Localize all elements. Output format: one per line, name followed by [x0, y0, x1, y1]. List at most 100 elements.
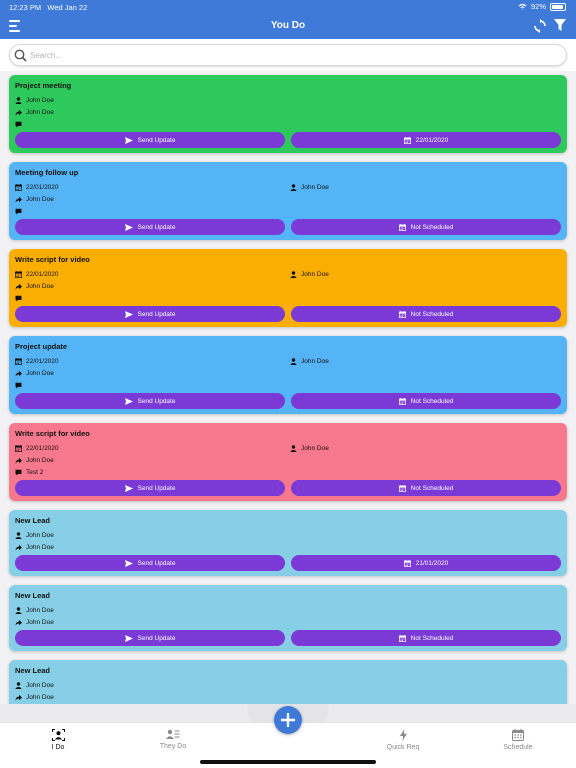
send-update-button[interactable]: Send Update: [15, 219, 285, 235]
calendar-icon: [403, 559, 411, 567]
task-forwarded-to: John Doe: [26, 369, 54, 377]
task-card[interactable]: Write script for video 22/01/2020 John Doe…: [9, 423, 567, 501]
calendar-icon: [398, 634, 406, 642]
task-card[interactable]: New Lead John Doe John Doe Send Update Not S…: [9, 585, 567, 651]
forward-icon: [15, 457, 22, 463]
send-update-label: Send Update: [137, 136, 176, 144]
send-update-button[interactable]: Send Update: [15, 630, 285, 646]
task-card[interactable]: Write script for video 22/01/2020 John Doe…: [9, 249, 567, 327]
forwarded-row: John Doe: [15, 106, 561, 118]
person-icon: [15, 96, 22, 104]
schedule-button[interactable]: 22/01/2020: [291, 132, 561, 148]
calendar-icon: [15, 444, 22, 452]
tab-label: I Do: [51, 744, 65, 751]
task-card[interactable]: Meeting follow up 22/01/2020 John Doe John …: [9, 162, 567, 240]
menu-icon[interactable]: [9, 20, 20, 32]
task-title: Write script for video: [15, 255, 90, 264]
schedule-button[interactable]: Not Scheduled: [291, 219, 561, 235]
date-row: 22/01/2020 John Doe: [15, 181, 561, 193]
schedule-button[interactable]: Not Scheduled: [291, 630, 561, 646]
page-title: You Do: [270, 20, 306, 31]
calendar-icon: [15, 183, 22, 191]
person-icon: [290, 444, 297, 452]
schedule-button[interactable]: Not Scheduled: [291, 480, 561, 496]
task-card[interactable]: New Lead John Doe John Doe: [9, 660, 567, 704]
schedule-button[interactable]: 21/01/2020: [291, 555, 561, 571]
send-update-button[interactable]: Send Update: [15, 393, 285, 409]
forwarded-row: John Doe: [15, 541, 561, 553]
task-assignee: John Doe: [26, 531, 54, 539]
task-forwarded-to: John Doe: [26, 195, 54, 203]
send-update-label: Send Update: [137, 634, 176, 642]
comment-row: Test 2: [15, 466, 561, 478]
date-row: 22/01/2020 John Doe: [15, 442, 561, 454]
send-update-button[interactable]: Send Update: [15, 480, 285, 496]
calendar-icon: [398, 484, 406, 492]
task-forwarded-to: John Doe: [26, 282, 54, 290]
person-icon: [290, 183, 297, 191]
schedule-label: Not Scheduled: [410, 397, 454, 405]
task-card[interactable]: New Lead John Doe John Doe Send Update 21/01…: [9, 510, 567, 576]
task-date: 22/01/2020: [26, 357, 59, 365]
assignee-row: John Doe: [15, 94, 561, 106]
comment-row: [15, 292, 561, 304]
sync-icon[interactable]: [534, 19, 546, 33]
send-icon: [124, 223, 133, 231]
tab-i-do[interactable]: I Do: [18, 729, 98, 751]
task-title: New Lead: [15, 591, 51, 600]
battery-percent: 92%: [530, 2, 546, 11]
task-card[interactable]: Project meeting John Doe John Doe Send Upda…: [9, 75, 567, 153]
tab-schedule[interactable]: Schedule: [478, 729, 558, 751]
send-update-button[interactable]: Send Update: [15, 555, 285, 571]
forward-icon: [15, 283, 22, 289]
schedule-button[interactable]: Not Scheduled: [291, 393, 561, 409]
forward-icon: [15, 544, 22, 550]
comment-icon: [15, 121, 22, 127]
task-title: New Lead: [15, 666, 51, 675]
filter-icon[interactable]: [554, 19, 566, 32]
forward-icon: [15, 196, 22, 202]
send-icon: [124, 310, 133, 318]
schedule-label: Not Scheduled: [410, 223, 454, 231]
wifi-icon: [518, 3, 527, 10]
tab-they-do[interactable]: They Do: [133, 729, 213, 750]
send-update-button[interactable]: Send Update: [15, 306, 285, 322]
task-title: Write script for video: [15, 429, 90, 438]
forwarded-row: John Doe: [15, 691, 561, 703]
send-update-label: Send Update: [137, 223, 176, 231]
calendar-icon: [512, 729, 524, 741]
comment-icon: [15, 208, 22, 214]
task-forwarded-to: John Doe: [26, 543, 54, 551]
search-bar: [0, 39, 576, 71]
tab-quick-req[interactable]: Quick Req: [363, 729, 443, 751]
add-task-button[interactable]: [274, 706, 302, 734]
send-update-button[interactable]: Send Update: [15, 132, 285, 148]
send-icon: [124, 559, 133, 567]
tab-label: Schedule: [503, 744, 533, 751]
send-icon: [124, 634, 133, 642]
assignee-row: John Doe: [15, 679, 561, 691]
calendar-icon: [15, 270, 22, 278]
task-assignee: John Doe: [301, 357, 329, 365]
calendar-icon: [398, 310, 406, 318]
person-icon: [290, 357, 297, 365]
person-icon: [51, 729, 65, 741]
calendar-icon: [398, 223, 406, 231]
schedule-button[interactable]: Not Scheduled: [291, 306, 561, 322]
send-update-label: Send Update: [137, 310, 176, 318]
task-forwarded-to: John Doe: [26, 456, 54, 464]
task-forwarded-to: John Doe: [26, 693, 54, 701]
battery-icon: [550, 2, 566, 11]
person-icon: [290, 270, 297, 278]
comment-icon: [15, 382, 22, 388]
person-icon: [15, 531, 22, 539]
search-input[interactable]: [30, 48, 550, 62]
task-card[interactable]: Project update 22/01/2020 John Doe John Doe…: [9, 336, 567, 414]
status-time: 12:23 PM Wed Jan 22: [9, 3, 88, 12]
task-list[interactable]: Project meeting John Doe John Doe Send Upda…: [0, 71, 576, 704]
search-icon: [14, 49, 27, 62]
people-icon: [166, 729, 180, 739]
nav-bar: You Do: [0, 14, 576, 39]
forwarded-row: John Doe: [15, 454, 561, 466]
bolt-icon: [399, 729, 407, 741]
